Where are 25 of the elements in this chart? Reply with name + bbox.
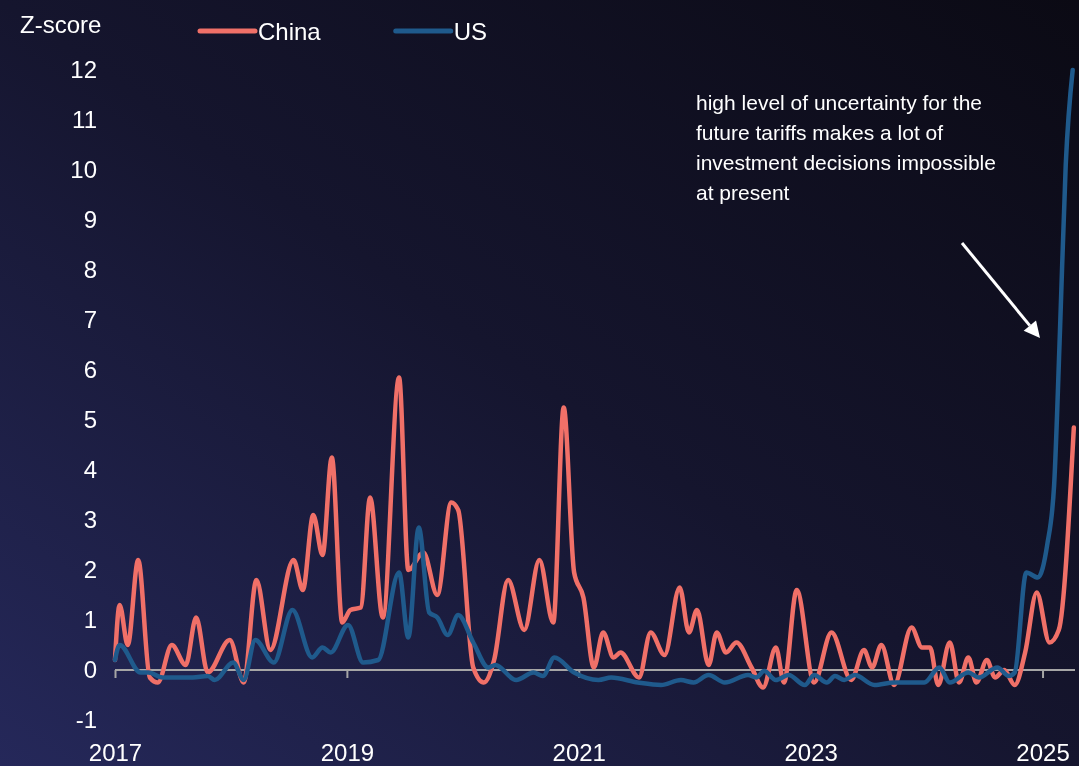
y-tick-label: 3 xyxy=(83,506,97,534)
y-tick-label: 5 xyxy=(83,406,97,434)
y-tick-label: 1 xyxy=(83,606,97,634)
line-series xyxy=(112,67,1075,688)
y-tick-label: 2 xyxy=(83,556,97,584)
x-tick-label: 2025 xyxy=(1016,739,1070,766)
line-series xyxy=(112,375,1077,690)
legend-label: China xyxy=(258,18,322,45)
y-axis-title: Z-score xyxy=(20,11,102,38)
y-tick-label: 0 xyxy=(83,656,97,684)
y-tick-label: 7 xyxy=(83,306,97,334)
x-tick-label: 2023 xyxy=(784,739,838,766)
x-tick-label: 2019 xyxy=(320,739,375,766)
annotation: high level of uncertainty for the future tariffs makes a lot of investment decisions impossible at present xyxy=(696,91,996,204)
legend-label: US xyxy=(453,18,488,45)
y-tick-label: -1 xyxy=(75,706,97,734)
y-tick-label: 12 xyxy=(70,56,97,84)
y-tick-label: 6 xyxy=(83,356,97,384)
y-tick-label: 4 xyxy=(83,456,97,484)
x-tick-label: 2021 xyxy=(552,739,606,766)
y-tick-label: 9 xyxy=(83,206,97,234)
y-tick-label: 10 xyxy=(70,156,97,184)
y-tick-label: 11 xyxy=(72,106,97,134)
x-tick-label: 2017 xyxy=(88,739,143,766)
y-tick-label: 8 xyxy=(83,256,97,284)
